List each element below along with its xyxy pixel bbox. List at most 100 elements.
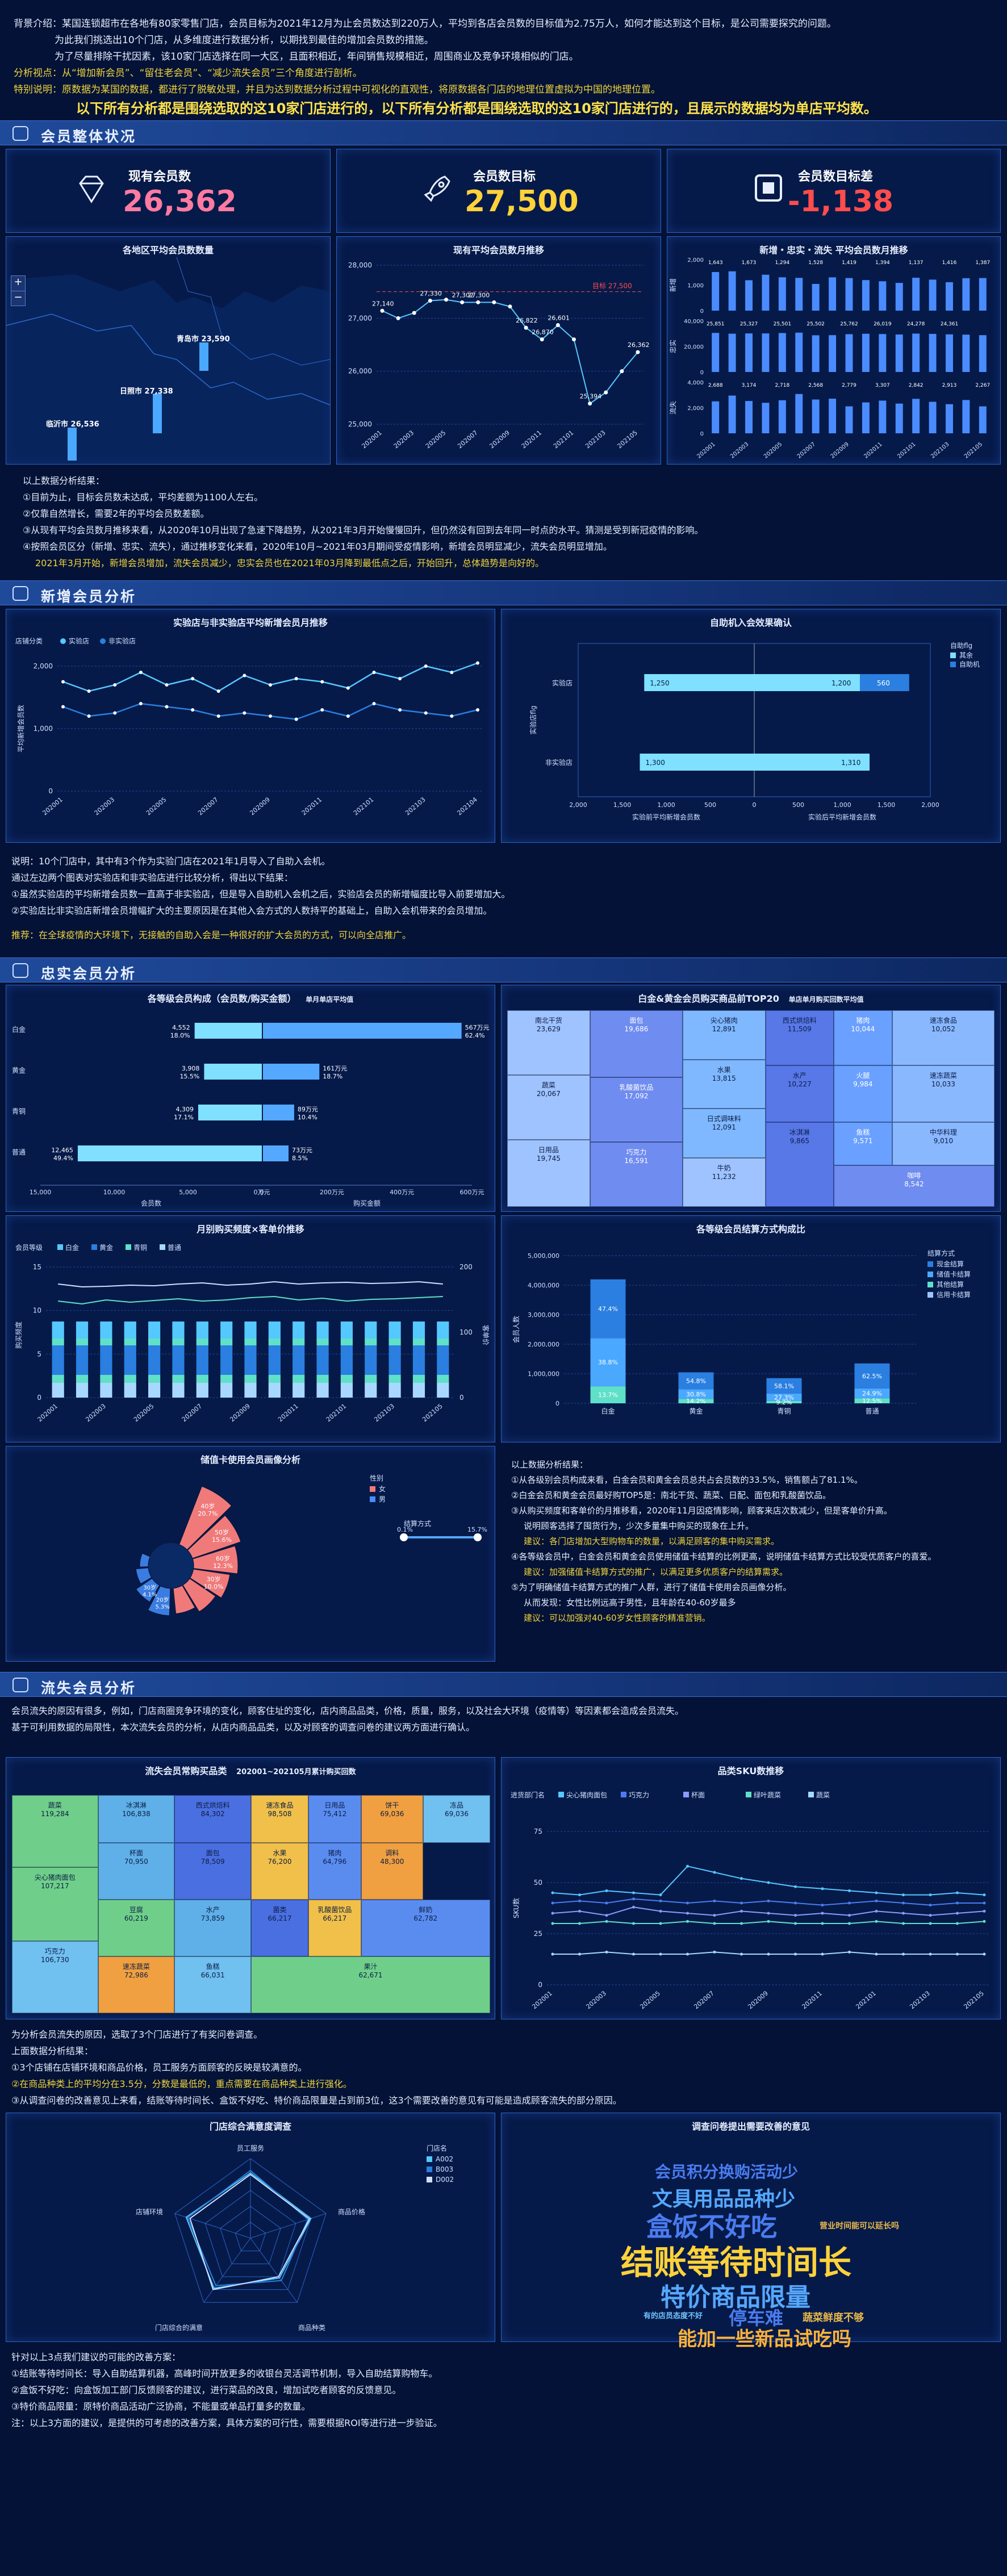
series-point <box>848 1901 851 1905</box>
x-axis-label: 会员数 <box>141 1199 161 1207</box>
series-point <box>713 1914 716 1917</box>
price-line <box>58 1281 443 1288</box>
series-point <box>605 1920 608 1923</box>
panel-title: 流失会员常购买品类 202001~202105月累计购买回数 <box>6 1763 495 1777</box>
intro-line: 为此我们挑选出10个门店，从多维度进行数据分析，以期找到最佳的增加会员数的措施。 <box>55 35 434 46</box>
series-point <box>848 1914 851 1917</box>
y2-tick-label: 100 <box>459 1328 473 1336</box>
data-label: 12.5% <box>862 1398 882 1405</box>
note-line: ⑤为了明确储值卡结算方式的推广人群，进行了储值卡使用会员画像分析。 <box>511 1582 792 1592</box>
bar <box>946 404 953 433</box>
zoom-in-button[interactable]: + <box>14 276 23 288</box>
series-point <box>929 1893 932 1897</box>
data-label: 1,294 <box>775 260 789 266</box>
bell-icon <box>12 126 28 141</box>
series-point <box>632 1897 635 1901</box>
trend-point <box>492 300 496 304</box>
cell-label: 中华料理 <box>929 1128 957 1137</box>
legend-swatch <box>57 1244 63 1250</box>
trend-point <box>636 350 640 354</box>
radar-series <box>185 2172 312 2289</box>
cloud-word: 结账等待时间长 <box>621 2243 852 2282</box>
bar <box>979 278 987 311</box>
series-point <box>578 1899 581 1902</box>
series-point <box>113 711 117 715</box>
stack-bar <box>220 1375 233 1383</box>
top20-panel: 白金&黄金会员购买商品前TOP20 单店单月购买回数平均值 南北干货 23,629… <box>501 985 1001 1212</box>
x-tick-label: 15,000 <box>30 1189 52 1196</box>
bar <box>862 333 870 372</box>
x-tick-label: 202005 <box>145 796 168 817</box>
cell-value: 76,200 <box>268 1858 292 1866</box>
zoom-out-button[interactable]: − <box>11 291 25 306</box>
data-label: 26,019 <box>874 321 892 327</box>
stack-bar <box>437 1345 449 1375</box>
stack-bar <box>388 1322 401 1339</box>
target-label: 目标 27,500 <box>592 282 632 290</box>
bar <box>845 334 853 372</box>
series-point <box>875 1891 878 1895</box>
rose-label: 4.1% <box>143 1592 157 1598</box>
cell-label: 面包 <box>629 1017 644 1024</box>
x-tick-label: 202103 <box>908 1989 931 2010</box>
kpi-label: 现有会员数 <box>128 170 191 184</box>
x-tick-label: 500 <box>792 801 804 809</box>
treemap-cell: 猪肉 64,796 <box>308 1843 361 1900</box>
stack-bar <box>678 1389 714 1399</box>
data-label: 73万元 <box>292 1147 312 1154</box>
series-point <box>398 677 402 680</box>
x-tick-label: 1,000 <box>833 801 851 809</box>
stack-bar <box>590 1386 626 1403</box>
series-point <box>551 1922 554 1925</box>
stack-bar <box>244 1339 257 1345</box>
stack-bar <box>196 1383 208 1398</box>
series-point <box>902 1893 905 1897</box>
data-label: 1,416 <box>942 260 957 266</box>
panel-title: 实验店与非实验店平均新增会员月推移 <box>173 617 328 628</box>
series-point <box>139 671 143 674</box>
cell-value: 78,509 <box>200 1858 225 1866</box>
data-label: 1,419 <box>842 260 856 266</box>
kpi-current-members: 现有会员数 26,362 <box>6 149 331 233</box>
panel-title: 门店综合满意度调查 <box>209 2121 291 2132</box>
x-tick-label: 5,000 <box>179 1189 197 1196</box>
data-label: 27,330 <box>420 290 442 298</box>
bar-amount <box>263 1023 462 1039</box>
data-label: 1,673 <box>742 260 757 266</box>
note-line: ③从购买频度和客单价的月推移看，2020年11月因疫情影响，顾客来店次数减少，但… <box>511 1506 892 1516</box>
selfservice-effect-panel: 自助机入会效果确认 自助flg 其余 自助机 实验店flg 实验店 非实验店 1,250 1,… <box>501 609 1001 843</box>
series-point <box>605 1901 608 1905</box>
stack-bar <box>293 1383 305 1398</box>
data-label: 18.7% <box>323 1073 342 1080</box>
stack-bar <box>340 1345 353 1375</box>
bar <box>845 278 853 311</box>
cell-value: 8,542 <box>904 1180 924 1189</box>
x-axis-label: 实验后平均新增会员数 <box>808 813 876 821</box>
stack-bar <box>268 1339 281 1345</box>
series-point <box>632 1905 635 1909</box>
radar-axis <box>203 2238 251 2303</box>
intro-line: 背景介绍：某国连锁超市在各地有80家零售门店，会员目标为2021年12月为止会员… <box>14 18 837 30</box>
series-point <box>578 1893 581 1897</box>
stack-bar <box>388 1383 401 1398</box>
y-tick-label: 2,000 <box>687 257 704 264</box>
note-line: 会员流失的原因有很多，例如，门店商圈竞争环境的变化，顾客住址的变化，店内商品品类… <box>11 1705 684 1716</box>
bar <box>745 401 753 433</box>
sku-chart: 进货部门名 尖心猪肉面包 巧克力 杯面 绿叶蔬菜 蔬菜 75 50 25 0 SKU数 202001 2… <box>511 1791 990 2010</box>
data-label: 2,267 <box>975 383 990 388</box>
data-label: 25,327 <box>740 321 758 327</box>
intro-highlight: 以下所有分析都是围绕选取的这10家门店进行的，以下所有分析都是围绕选取的这10家… <box>76 101 878 116</box>
series-point <box>929 1952 932 1956</box>
data-label: 24.9% <box>862 1390 882 1397</box>
kpi-value: 27,500 <box>465 185 579 219</box>
series-point <box>450 671 454 674</box>
cell-value: 9,865 <box>789 1137 809 1145</box>
data-label: 62.4% <box>465 1032 485 1039</box>
legend-label: 黄金 <box>99 1243 113 1252</box>
trend-point <box>540 337 544 342</box>
treemap-cell: 果汁 62,671 <box>251 1956 490 2013</box>
legend-label: 实验店 <box>69 637 89 645</box>
note-line: 通过左边两个图表对实验店和非实验店进行比较分析，得出以下结果： <box>11 872 294 883</box>
